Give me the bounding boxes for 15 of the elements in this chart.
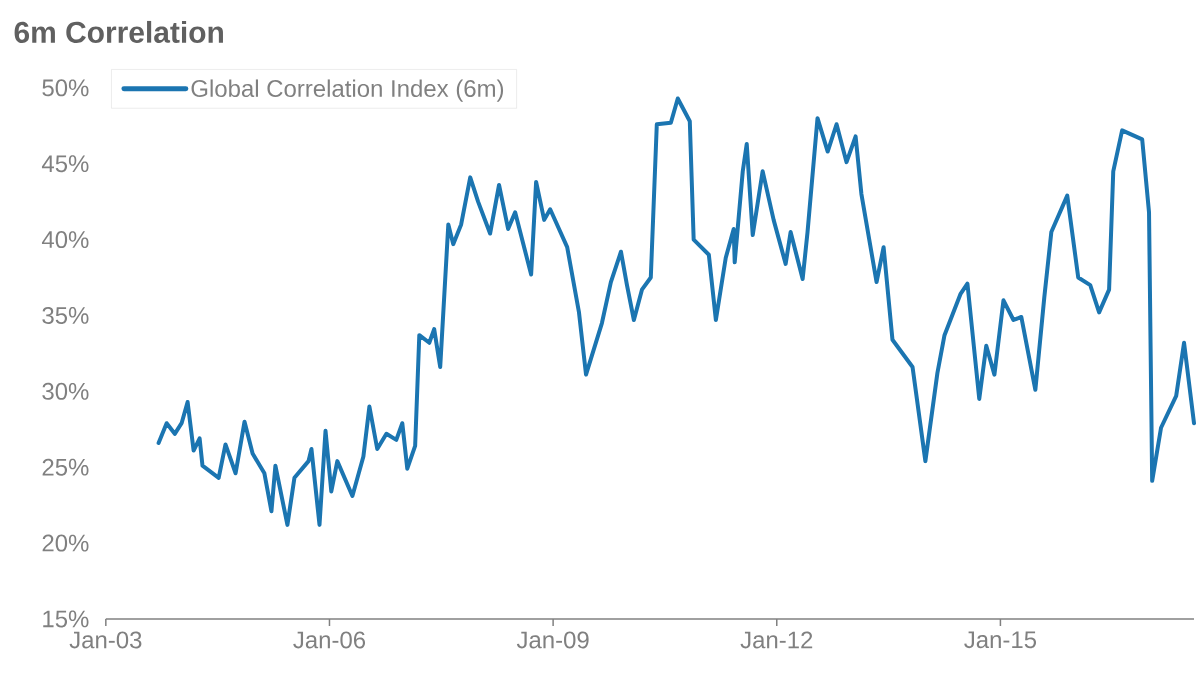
y-tick-label: 30% (42, 382, 89, 400)
y-tick-label: 35% (42, 307, 89, 324)
legend-label: Global Correlation Index (6m) (191, 79, 504, 102)
y-tick-label: 15% (43, 610, 89, 628)
y-tick-label: 25% (42, 458, 89, 476)
chart-title: 6m Correlation (14, 21, 223, 43)
y-tick-label: 40% (41, 231, 89, 249)
x-tick-label: Jan-15 (964, 631, 1037, 649)
y-tick-label: 20% (42, 534, 89, 552)
x-tick-label: Jan-12 (740, 631, 813, 649)
y-tick-label: 50% (42, 79, 89, 97)
y-tick-label: 45% (41, 155, 89, 173)
x-tick-label: Jan-06 (293, 631, 366, 649)
x-tick-label: Jan-09 (516, 631, 589, 649)
x-tick-label: Jan-03 (69, 631, 142, 649)
